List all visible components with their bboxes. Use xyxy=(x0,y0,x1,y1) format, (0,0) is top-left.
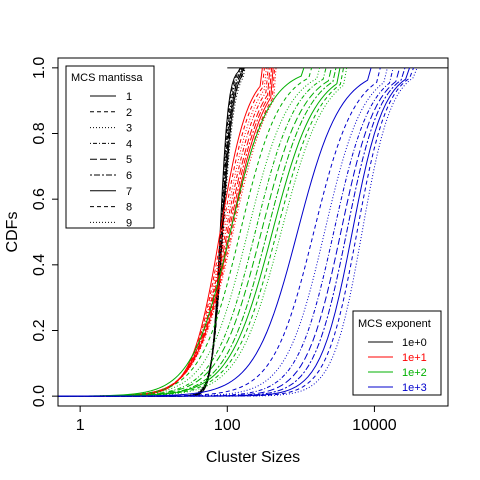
legend-mantissa-label: 6 xyxy=(126,170,132,182)
series-line-1e+3-m4 xyxy=(58,67,394,397)
series-line-1e+1-m3 xyxy=(58,67,267,397)
y-tick-label: 0.8 xyxy=(31,122,48,144)
legend-mantissa: MCS mantissa 1 2 3 4 5 6 7 8 9 xyxy=(65,65,155,229)
series-line-1e+1-m2 xyxy=(58,67,265,397)
x-tick-label: 100 xyxy=(214,417,241,434)
legend-exponent-box xyxy=(352,310,442,396)
x-tick-label: 10000 xyxy=(352,417,397,434)
y-axis: 0.0 0.2 0.4 0.6 0.8 1.0 xyxy=(31,57,58,407)
legend-mantissa-label: 7 xyxy=(126,186,132,198)
y-tick-label: 0.6 xyxy=(31,188,48,210)
series-line-1e+2-m8 xyxy=(58,67,345,397)
legend-mantissa-label: 5 xyxy=(126,154,132,166)
y-tick-label: 0.2 xyxy=(31,319,48,341)
legend-exponent-label: 1e+0 xyxy=(402,337,427,349)
legend-exponent-title: MCS exponent xyxy=(358,318,431,330)
x-tick-label: 1 xyxy=(76,417,85,434)
series-line-1e+1-m6 xyxy=(58,67,273,397)
legend-mantissa-label: 8 xyxy=(126,202,132,214)
y-tick-label: 0.4 xyxy=(31,254,48,276)
y-axis-title: CDFs xyxy=(4,212,21,253)
legend-mantissa-label: 1 xyxy=(126,91,132,103)
legend-mantissa-label: 9 xyxy=(126,217,132,229)
axes-layer: 1 100 10000 0.0 0.2 0.4 0.6 0.8 1.0 Cluster Siz… xyxy=(4,57,449,466)
series-line-1e+3-m2 xyxy=(58,67,381,397)
legend-exponent-items: 1e+0 1e+1 1e+2 1e+3 xyxy=(368,337,427,394)
series-line-1e+2-m6 xyxy=(58,67,337,397)
legend-exponent-label: 1e+1 xyxy=(402,352,427,364)
series-layer xyxy=(58,67,448,397)
series-line-1e+2-m3 xyxy=(58,67,321,397)
plot-frame xyxy=(57,57,449,407)
x-axis-title: Cluster Sizes xyxy=(206,449,300,466)
x-axis: 1 100 10000 xyxy=(76,406,397,434)
legend-mantissa-box xyxy=(65,65,155,229)
legend-mantissa-label: 4 xyxy=(126,138,132,150)
legend-mantissa-label: 3 xyxy=(126,123,132,135)
legend-mantissa-label: 2 xyxy=(126,107,132,119)
legend-exponent: MCS exponent 1e+0 1e+1 1e+2 1e+3 xyxy=(352,310,442,396)
legend-exponent-label: 1e+3 xyxy=(402,382,427,394)
y-tick-label: 1.0 xyxy=(31,57,48,79)
y-tick-label: 0.0 xyxy=(31,385,48,407)
legend-exponent-label: 1e+2 xyxy=(402,367,427,379)
legend-mantissa-title: MCS mantissa xyxy=(71,72,143,84)
legend-mantissa-items: 1 2 3 4 5 6 7 8 9 xyxy=(90,91,132,229)
